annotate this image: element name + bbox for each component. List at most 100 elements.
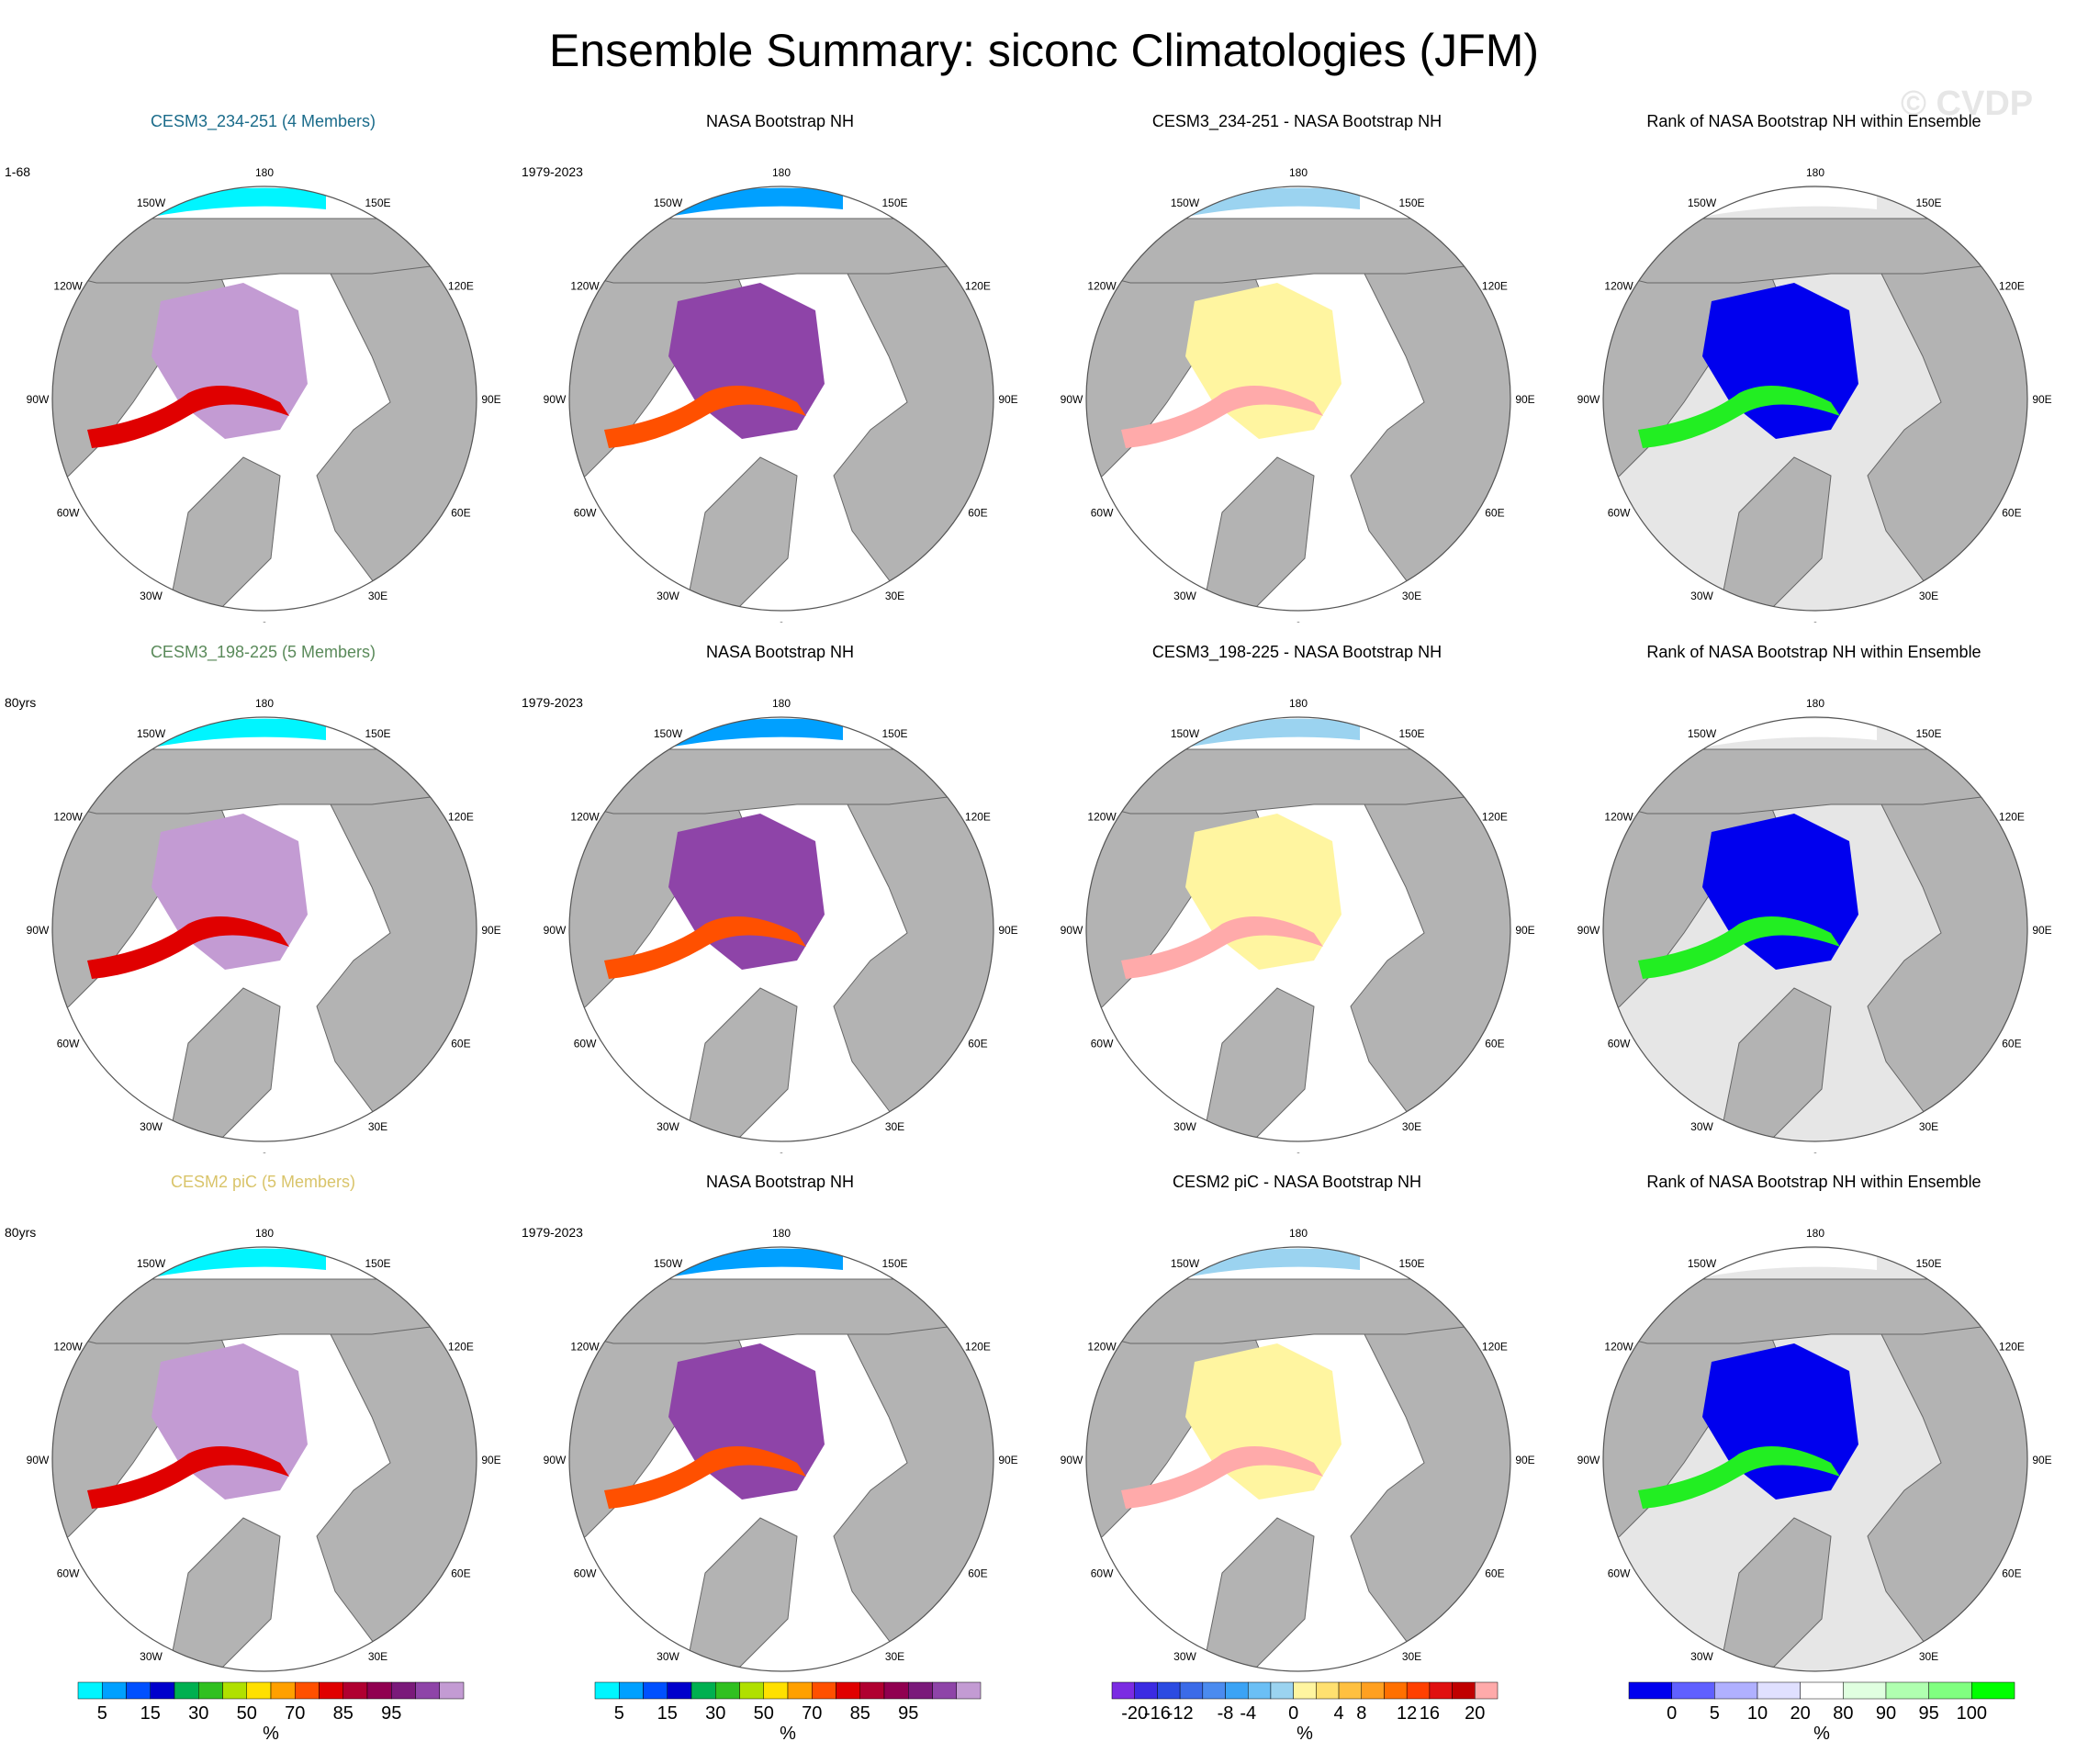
- panel-title: Rank of NASA Bootstrap NH within Ensembl…: [1646, 112, 1981, 130]
- colorbar-swatch: [1202, 1681, 1226, 1700]
- map-panel-diff: CESM2 piC - NASA Bootstrap NH 180 150W 150E…: [1038, 1173, 1555, 1687]
- longitude-label: 120W: [53, 1341, 83, 1354]
- longitude-label: 180: [1289, 697, 1308, 710]
- longitude-label: 30E: [885, 1120, 904, 1133]
- longitude-label: 0: [1813, 1680, 1819, 1683]
- longitude-label: 0: [1813, 1151, 1819, 1153]
- longitude-label: 150E: [1915, 1257, 1941, 1270]
- longitude-label: 120E: [448, 1341, 474, 1354]
- longitude-label: 120E: [448, 811, 474, 824]
- map-panel-diff: CESM3_234-251 - NASA Bootstrap NH 180 150W…: [1038, 112, 1555, 626]
- longitude-label: 60E: [968, 507, 987, 520]
- longitude-label: 30W: [140, 590, 163, 602]
- colorbar-swatch: [1157, 1681, 1181, 1700]
- colorbar-tick-label: 20: [1791, 1703, 1811, 1724]
- map-panel-rank: Rank of NASA Bootstrap NH within Ensembl…: [1555, 643, 2072, 1157]
- colorbar-swatch: [1628, 1681, 1672, 1700]
- longitude-label: 90E: [1515, 393, 1534, 406]
- longitude-label: 150W: [1688, 197, 1717, 209]
- longitude-label: 0: [262, 1151, 268, 1153]
- longitude-label: 90W: [1061, 1454, 1083, 1466]
- longitude-label: 0: [1296, 1151, 1302, 1153]
- colorbar-swatch: [1671, 1681, 1715, 1700]
- colorbar-swatch: [594, 1681, 620, 1700]
- longitude-label: 180: [1806, 166, 1824, 179]
- polar-map: 180 150W 150E 120W 120E 90W 90E 60W 60E 30W 30E 0: [544, 166, 1018, 623]
- ice-edge-band: [87, 386, 289, 448]
- longitude-label: 30W: [657, 1650, 679, 1663]
- colorbar-swatch: [222, 1681, 247, 1700]
- longitude-label: 60W: [574, 507, 597, 520]
- colorbar-tick-label: 12: [1397, 1703, 1417, 1724]
- panel-title: Rank of NASA Bootstrap NH within Ensembl…: [1646, 1173, 1981, 1191]
- longitude-label: 60E: [1485, 507, 1504, 520]
- longitude-label: 180: [255, 1227, 274, 1240]
- longitude-label: 150W: [137, 197, 166, 209]
- map-panel-obs: NASA Bootstrap NH 1979-2023 180 150W 150E 120…: [522, 643, 1038, 1157]
- colorbar-swatch: [1928, 1681, 1972, 1700]
- colorbar-tick-label: 50: [754, 1703, 774, 1724]
- colorbar-tick-label: 80: [1833, 1703, 1853, 1724]
- longitude-label: 60W: [574, 1038, 597, 1051]
- colorbar-swatch: [1225, 1681, 1249, 1700]
- polar-map: 180 150W 150E 120W 120E 90W 90E 60W 60E 30W 30E 0: [1061, 1227, 1535, 1683]
- map-boundary: [51, 1246, 477, 1672]
- polar-map: 180 150W 150E 120W 120E 90W 90E 60W 60E 30W 30E 0: [1577, 697, 2052, 1153]
- colorbar-swatch: [1361, 1681, 1385, 1700]
- colorbar-swatch: [1293, 1681, 1317, 1700]
- panel-title: Rank of NASA Bootstrap NH within Ensembl…: [1646, 643, 1981, 661]
- ice-edge-band: [87, 1446, 289, 1509]
- longitude-label: 30E: [885, 590, 904, 602]
- colorbar-swatch: [1270, 1681, 1294, 1700]
- colorbar-swatch: [667, 1681, 692, 1700]
- longitude-label: 30E: [1402, 1650, 1421, 1663]
- period-label: 1-68: [5, 164, 31, 179]
- longitude-label: 180: [255, 697, 274, 710]
- longitude-label: 30W: [1173, 590, 1196, 602]
- colorbar-swatch: [908, 1681, 933, 1700]
- colorbar-swatch: [1714, 1681, 1758, 1700]
- colorbar-unit: %: [1297, 1724, 1313, 1744]
- colorbar-swatch: [690, 1681, 716, 1700]
- longitude-label: 0: [1296, 1680, 1302, 1683]
- longitude-label: 120E: [448, 280, 474, 293]
- colorbar-tick-label: 16: [1420, 1703, 1440, 1724]
- panel-title: NASA Bootstrap NH: [705, 643, 855, 661]
- colorbar-tick-label: 50: [237, 1703, 257, 1724]
- longitude-label: 30W: [1173, 1650, 1196, 1663]
- map-boundary: [1085, 1246, 1511, 1672]
- longitude-label: 120E: [1999, 1341, 2025, 1354]
- longitude-label: 60W: [1091, 507, 1114, 520]
- colorbar-swatch: [859, 1681, 885, 1700]
- ice-edge-band: [1638, 916, 1840, 979]
- longitude-label: 120E: [1999, 811, 2025, 824]
- colorbar-swatch: [1475, 1681, 1499, 1700]
- longitude-label: 60E: [2002, 1567, 2021, 1580]
- panel-title: CESM2 piC (5 Members): [170, 1173, 356, 1191]
- colorbar-swatch: [198, 1681, 223, 1700]
- longitude-label: 0: [262, 620, 268, 623]
- longitude-label: 120W: [1604, 811, 1633, 824]
- map-boundary: [568, 716, 994, 1142]
- longitude-label: 150E: [1398, 1257, 1424, 1270]
- colorbar-swatch: [643, 1681, 668, 1700]
- map-panel-mean: CESM2 piC (5 Members) 80yrs 180 150W 150E 120…: [5, 1173, 522, 1687]
- longitude-label: 60E: [2002, 1038, 2021, 1051]
- longitude-label: 30E: [368, 1650, 387, 1663]
- longitude-label: 90W: [1577, 924, 1600, 937]
- polar-map: 180 150W 150E 120W 120E 90W 90E 60W 60E 30W 30E 0: [27, 697, 501, 1153]
- longitude-label: 30E: [1919, 1650, 1938, 1663]
- longitude-label: 90E: [2032, 393, 2051, 406]
- colorbar-tick-label: 95: [1919, 1703, 1939, 1724]
- colorbar-swatch: [1757, 1681, 1801, 1700]
- longitude-label: 180: [1289, 1227, 1308, 1240]
- colorbar-swatch: [956, 1681, 982, 1700]
- longitude-label: 150W: [654, 1257, 683, 1270]
- longitude-label: 30E: [885, 1650, 904, 1663]
- longitude-label: 90E: [481, 393, 500, 406]
- colorbar-swatch: [1338, 1681, 1363, 1700]
- colorbar-swatch: [246, 1681, 272, 1700]
- colorbar-swatch: [1885, 1681, 1929, 1700]
- longitude-label: 90E: [2032, 1454, 2051, 1466]
- longitude-label: 150E: [881, 727, 907, 740]
